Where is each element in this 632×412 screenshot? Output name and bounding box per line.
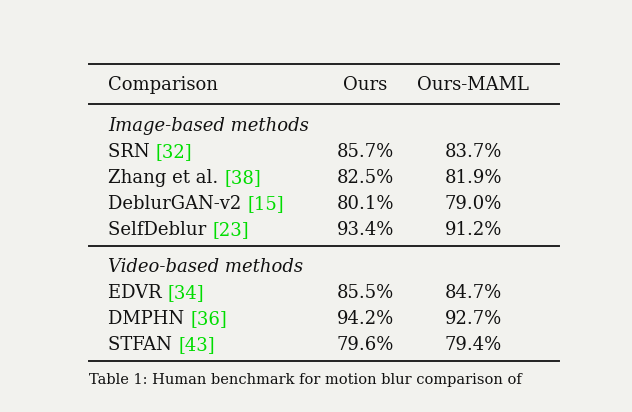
Text: 85.7%: 85.7%	[337, 143, 394, 161]
Text: Ours-MAML: Ours-MAML	[417, 76, 529, 94]
Text: 79.0%: 79.0%	[444, 195, 502, 213]
Text: [15]: [15]	[247, 195, 284, 213]
Text: 84.7%: 84.7%	[445, 284, 502, 302]
Text: STFAN: STFAN	[109, 337, 178, 354]
Text: [23]: [23]	[212, 221, 249, 239]
Text: Table 1: Human benchmark for motion blur comparison of: Table 1: Human benchmark for motion blur…	[88, 373, 521, 387]
Text: [38]: [38]	[224, 169, 261, 187]
Text: 79.4%: 79.4%	[445, 337, 502, 354]
Text: [36]: [36]	[190, 310, 227, 328]
Text: 94.2%: 94.2%	[337, 310, 394, 328]
Text: 79.6%: 79.6%	[337, 337, 394, 354]
Text: 85.5%: 85.5%	[337, 284, 394, 302]
Text: SelfDeblur: SelfDeblur	[109, 221, 212, 239]
Text: Zhang et al.: Zhang et al.	[109, 169, 224, 187]
Text: [34]: [34]	[167, 284, 204, 302]
Text: Video-based methods: Video-based methods	[109, 258, 303, 276]
Text: 93.4%: 93.4%	[337, 221, 394, 239]
Text: DMPHN: DMPHN	[109, 310, 190, 328]
Text: 92.7%: 92.7%	[445, 310, 502, 328]
Text: Ours: Ours	[343, 76, 387, 94]
Text: Image-based methods: Image-based methods	[109, 117, 309, 135]
Text: DeblurGAN-v2: DeblurGAN-v2	[109, 195, 247, 213]
Text: 80.1%: 80.1%	[337, 195, 394, 213]
Text: 81.9%: 81.9%	[444, 169, 502, 187]
Text: EDVR: EDVR	[109, 284, 167, 302]
Text: 91.2%: 91.2%	[444, 221, 502, 239]
Text: [32]: [32]	[155, 143, 192, 161]
Text: Comparison: Comparison	[109, 76, 219, 94]
Text: [43]: [43]	[178, 337, 215, 354]
Text: 82.5%: 82.5%	[337, 169, 394, 187]
Text: SRN: SRN	[109, 143, 155, 161]
Text: 83.7%: 83.7%	[444, 143, 502, 161]
